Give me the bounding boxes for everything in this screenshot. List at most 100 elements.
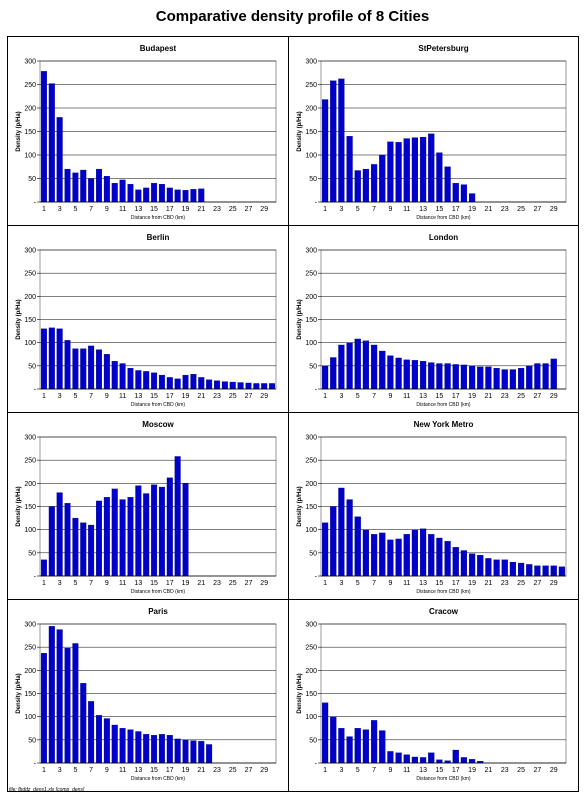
x-tick-label: 27 (245, 580, 253, 587)
bar-paris-12 (127, 729, 134, 764)
y-axis-label: Density (p/Ha) (297, 673, 303, 713)
bar-moscow-1 (40, 559, 47, 577)
x-tick-label: 7 (89, 206, 93, 213)
y-tick-label: 300 (305, 248, 317, 255)
x-tick-label: 9 (388, 767, 392, 774)
bar-paris-3 (56, 629, 63, 764)
x-axis-label: Distance from CBD (km) (131, 215, 186, 221)
x-tick-label: 11 (403, 767, 410, 774)
x-tick-label: 3 (339, 393, 343, 400)
bar-paris-10 (111, 724, 118, 764)
bar-stpetersburg-8 (379, 154, 386, 203)
bar-budapest-8 (96, 168, 102, 203)
bar-budapest-14 (143, 187, 150, 203)
bar-paris-22 (206, 744, 213, 764)
bar-berlin-3 (56, 328, 63, 390)
bar-new-york-metro-23 (501, 559, 508, 577)
bar-cracow-13 (419, 757, 427, 764)
y-tick-label: 250 (305, 645, 317, 652)
x-tick-label: 27 (245, 206, 253, 213)
x-tick-label: 15 (150, 206, 158, 213)
bar-new-york-metro-20 (477, 554, 484, 577)
x-tick-label: 11 (119, 393, 126, 400)
x-tick-label: 5 (356, 580, 360, 587)
y-tick-label: 300 (305, 435, 317, 442)
bar-london-12 (411, 360, 419, 390)
charts-grid (7, 36, 579, 792)
x-tick-label: 19 (182, 206, 190, 213)
y-tick-label: 100 (305, 340, 317, 347)
x-tick-label: 7 (372, 580, 376, 587)
bar-berlin-14 (143, 371, 150, 390)
bar-stpetersburg-19 (468, 193, 476, 203)
y-tick-label: 150 (305, 317, 317, 324)
bar-new-york-metro-10 (395, 538, 402, 577)
bar-berlin-6 (80, 348, 87, 390)
bar-budapest-21 (198, 188, 205, 203)
bar-stpetersburg-5 (354, 170, 361, 203)
y-tick-label: 250 (24, 82, 36, 89)
bar-budapest-13 (135, 189, 142, 203)
x-tick-label: 9 (388, 580, 392, 587)
y-tick-label: 250 (305, 271, 317, 278)
x-tick-label: 23 (213, 767, 221, 774)
x-tick-label: 29 (260, 580, 268, 587)
y-tick-label: 200 (24, 106, 36, 113)
x-tick-label: 19 (468, 206, 476, 213)
x-tick-label: 3 (58, 767, 62, 774)
bar-stpetersburg-13 (419, 136, 427, 203)
x-tick-label: 29 (550, 206, 558, 213)
bar-berlin-22 (206, 379, 213, 390)
bar-paris-9 (103, 718, 110, 764)
bar-moscow-10 (111, 488, 118, 577)
x-tick-label: 7 (89, 393, 93, 400)
x-tick-label: 23 (213, 580, 221, 587)
x-axis-label: Distance from CBD (km) (416, 215, 471, 221)
y-tick-label: 300 (24, 435, 36, 442)
bar-london-26 (526, 365, 533, 390)
bar-berlin-21 (198, 377, 205, 390)
bar-moscow-2 (48, 506, 55, 577)
bar-new-york-metro-29 (550, 565, 557, 577)
bar-berlin-26 (237, 382, 244, 390)
y-tick-label: 100 (24, 527, 36, 534)
bar-london-27 (534, 363, 541, 390)
x-tick-label: 1 (323, 767, 327, 774)
x-tick-label: 25 (229, 580, 237, 587)
y-tick-label: 100 (24, 340, 36, 347)
footer-file-note: file: fbddz_dens1.xls [comp_dens] (9, 787, 85, 793)
x-tick-label: 7 (89, 580, 93, 587)
bar-berlin-23 (214, 380, 220, 390)
bar-cracow-17 (452, 749, 459, 764)
x-tick-label: 29 (550, 580, 558, 587)
x-tick-label: 17 (166, 767, 174, 774)
bar-stpetersburg-10 (395, 142, 402, 203)
x-tick-label: 9 (105, 580, 109, 587)
bar-stpetersburg-14 (428, 133, 435, 203)
bar-moscow-3 (56, 492, 63, 577)
bar-london-5 (354, 338, 361, 390)
y-tick-label: 50 (28, 737, 36, 744)
bar-stpetersburg-12 (411, 137, 419, 203)
x-tick-label: 25 (517, 767, 525, 774)
x-tick-label: 13 (419, 206, 427, 213)
x-tick-label: 27 (534, 393, 542, 400)
bar-cracow-5 (354, 728, 361, 764)
bar-new-york-metro-2 (330, 506, 337, 577)
x-tick-label: 13 (134, 580, 142, 587)
x-tick-label: 3 (339, 580, 343, 587)
x-tick-label: 25 (229, 206, 237, 213)
x-tick-label: 3 (58, 580, 62, 587)
x-axis-label: Distance from CBD (km) (416, 776, 471, 782)
bar-berlin-7 (88, 345, 95, 390)
bar-berlin-27 (245, 382, 252, 390)
y-tick-label: 200 (305, 294, 317, 301)
bar-new-york-metro-28 (542, 565, 549, 577)
y-tick-label: - (315, 761, 318, 768)
bar-london-3 (338, 344, 345, 390)
x-tick-label: 15 (436, 580, 444, 587)
bar-new-york-metro-8 (379, 532, 386, 577)
bar-budapest-1 (40, 71, 47, 203)
